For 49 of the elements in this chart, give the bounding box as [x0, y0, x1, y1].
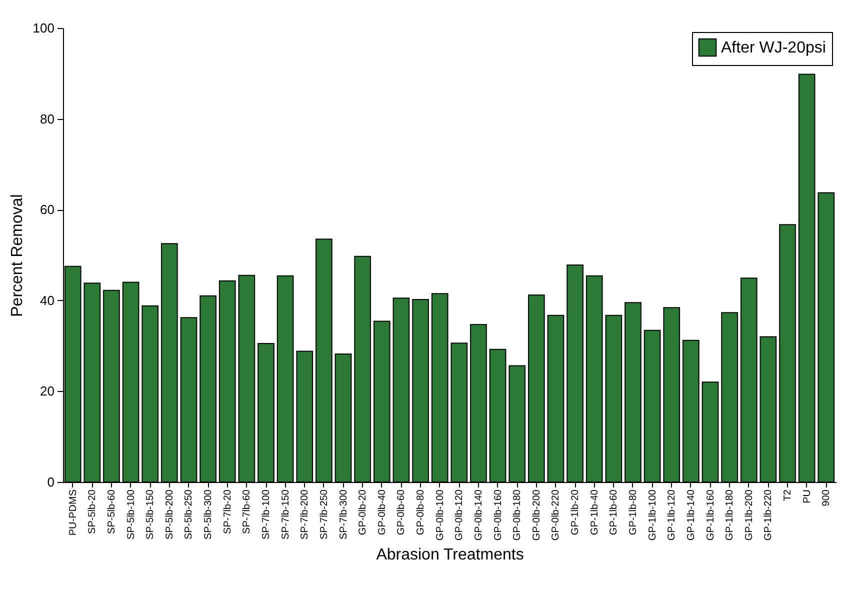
x-tick-label: PU-PDMS: [68, 489, 79, 536]
x-tick-label: SP-7lb-250: [318, 489, 330, 540]
x-tick-label: SP-7lb-200: [300, 489, 311, 540]
x-tick-label: SP-5lb-100: [126, 489, 137, 540]
x-tick-label: GP-0lb-200: [531, 489, 542, 541]
x-tick-label: GP-1lb-80: [628, 489, 639, 536]
x-tick-label: GP-0lb-180: [512, 489, 524, 541]
x-tick-label: T2: [782, 489, 794, 502]
legend-label: After WJ-20psi: [721, 40, 826, 56]
x-tick-label: GP-0lb-80: [416, 489, 427, 536]
x-tick-label: GP-0lb-120: [454, 489, 466, 541]
x-tick-label: GP-1lb-40: [589, 489, 600, 536]
x-tick-label: GP-1lb-200: [744, 489, 755, 541]
x-tick-label: GP-1lb-140: [686, 489, 697, 541]
x-tick-label: GP-1lb-180: [724, 489, 736, 541]
x-tick-label: GP-1lb-120: [666, 489, 678, 541]
y-tick-label: 60: [40, 202, 54, 218]
x-tick-label: GP-1lb-160: [705, 489, 716, 541]
x-tick-label: GP-0lb-160: [492, 489, 504, 541]
y-tick-label: 20: [40, 384, 54, 399]
x-tick-label: SP-7lb-60: [242, 489, 253, 534]
x-axis-title: Abrasion Treatments: [376, 546, 524, 564]
x-tick-label: SP-7lb-300: [338, 489, 350, 540]
y-tick-label: 100: [32, 20, 54, 36]
x-tick-label: GP-1lb-100: [647, 489, 658, 541]
y-tick-label: 40: [40, 292, 54, 308]
y-tick-label: 80: [40, 111, 54, 126]
x-tick-label: GP-0lb-40: [376, 489, 388, 536]
x-tick-label: SP-5lb-250: [184, 489, 195, 540]
x-tick-label: SP-5lb-300: [203, 489, 214, 540]
x-tick-label: GP-0lb-220: [550, 489, 562, 541]
y-tick-label: 0: [47, 474, 54, 490]
x-tick-label: SP-5lb-20: [87, 489, 98, 534]
x-tick-label: GP-0lb-60: [396, 489, 408, 536]
y-axis-title: Percent Removal: [8, 194, 26, 317]
x-tick-label: 900: [821, 489, 832, 506]
x-tick-label: SP-7lb-20: [222, 489, 234, 534]
x-tick-label: GP-0lb-140: [473, 489, 484, 541]
x-tick-label: GP-1lb-60: [608, 489, 620, 536]
x-tick-label: GP-1lb-20: [570, 489, 582, 536]
x-tick-label: SP-5lb-60: [106, 489, 118, 534]
x-tick-label: SP-5lb-150: [145, 489, 156, 540]
x-tick-label: GP-1lb-220: [763, 489, 774, 541]
x-tick-label: SP-7lb-100: [261, 489, 272, 540]
x-tick-label: GP-0lb-20: [358, 489, 369, 536]
x-tick-label: SP-5lb-200: [164, 489, 176, 540]
x-tick-label: PU: [802, 490, 813, 504]
x-tick-label: SP-7lb-150: [280, 489, 292, 540]
x-tick-label: GP-0lb-100: [434, 489, 446, 541]
